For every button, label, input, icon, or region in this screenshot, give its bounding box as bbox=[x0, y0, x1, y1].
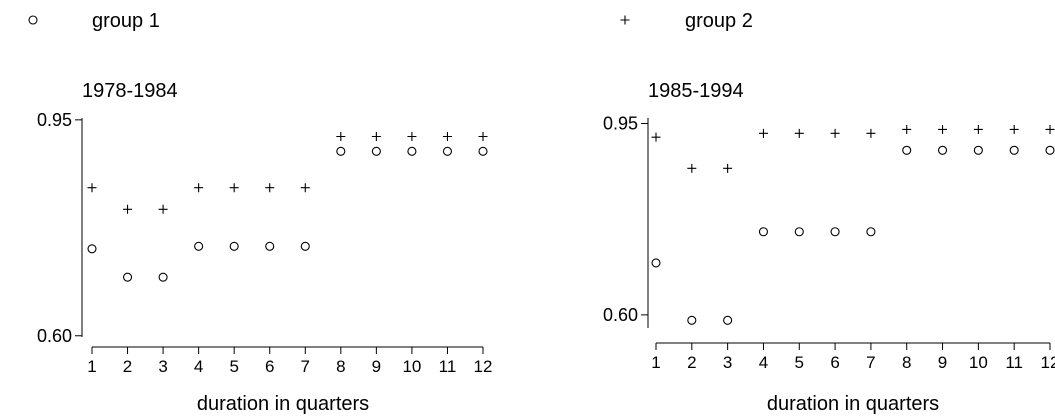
chart-panel-1978-1984: 1978-1984 0.600.95 1 2 3 4 5 6 7 8 9 10 11 12 durat… bbox=[37, 80, 493, 415]
x-ticks: 1 2 3 4 5 6 7 8 9 10 11 12 bbox=[87, 347, 492, 376]
point-group-2 bbox=[938, 124, 948, 134]
y-tick-label: 0.60 bbox=[37, 326, 72, 346]
point-group-2 bbox=[723, 163, 733, 173]
x-tick-label: 8 bbox=[336, 357, 345, 376]
panel-title: 1978-1984 bbox=[82, 80, 178, 102]
point-group-1 bbox=[265, 241, 275, 251]
point-group-1 bbox=[830, 227, 840, 237]
point-group-2 bbox=[229, 183, 239, 193]
x-tick-label: 4 bbox=[194, 357, 203, 376]
point-group-2 bbox=[902, 124, 912, 134]
plus-icon bbox=[620, 15, 630, 25]
x-tick-label: 4 bbox=[759, 353, 768, 372]
y-tick-label: 0.95 bbox=[37, 110, 72, 130]
legend: group 1 group 2 bbox=[28, 10, 753, 32]
point-group-1 bbox=[866, 227, 876, 237]
x-tick-label: 5 bbox=[795, 353, 804, 372]
y-tick-label: 0.95 bbox=[603, 113, 638, 133]
legend-label: group 2 bbox=[685, 10, 753, 32]
x-tick-label: 11 bbox=[439, 357, 457, 376]
x-tick-label: 12 bbox=[1041, 353, 1055, 372]
point-group-2 bbox=[194, 183, 204, 193]
circle-icon bbox=[28, 15, 38, 25]
point-group-1 bbox=[723, 315, 733, 325]
x-axis-label: duration in quarters bbox=[197, 393, 369, 415]
x-tick-label: 7 bbox=[866, 353, 875, 372]
point-group-2 bbox=[407, 132, 417, 142]
point-group-1 bbox=[794, 227, 804, 237]
point-group-1 bbox=[1009, 145, 1019, 155]
x-tick-label: 12 bbox=[474, 357, 493, 376]
x-tick-label: 2 bbox=[687, 353, 696, 372]
x-tick-label: 11 bbox=[1005, 353, 1023, 372]
x-tick-label: 3 bbox=[158, 357, 167, 376]
point-group-2 bbox=[442, 132, 452, 142]
x-tick-label: 9 bbox=[938, 353, 947, 372]
x-tick-label: 8 bbox=[902, 353, 911, 372]
x-ticks: 1 2 3 4 5 6 7 8 9 10 11 12 bbox=[651, 343, 1055, 372]
point-group-1 bbox=[758, 227, 769, 237]
point-group-1 bbox=[300, 241, 310, 251]
point-group-1 bbox=[407, 146, 417, 156]
point-group-2 bbox=[794, 128, 804, 138]
point-group-1 bbox=[478, 146, 488, 156]
y-tick-label: 0.60 bbox=[603, 305, 638, 325]
point-group-1 bbox=[687, 315, 697, 325]
point-group-1 bbox=[336, 146, 346, 156]
point-group-1 bbox=[442, 146, 453, 156]
y-ticks: 0.60 0.95 bbox=[37, 110, 82, 346]
point-group-2 bbox=[87, 183, 97, 193]
x-tick-label: 10 bbox=[969, 353, 988, 372]
x-tick-label: 7 bbox=[301, 357, 310, 376]
point-group-2 bbox=[478, 132, 488, 142]
point-group-1 bbox=[973, 145, 983, 155]
point-group-2 bbox=[371, 132, 381, 142]
point-group-2 bbox=[830, 128, 840, 138]
point-group-2 bbox=[866, 128, 876, 138]
x-tick-label: 1 bbox=[651, 353, 660, 372]
point-group-2 bbox=[1045, 124, 1055, 134]
point-group-2 bbox=[758, 128, 768, 138]
point-group-2 bbox=[973, 124, 983, 134]
point-group-2 bbox=[651, 132, 661, 142]
point-group-1 bbox=[122, 272, 133, 282]
point-group-1 bbox=[158, 272, 168, 282]
x-tick-label: 1 bbox=[87, 357, 96, 376]
point-group-2 bbox=[300, 183, 310, 193]
panel-title: 1985-1994 bbox=[648, 80, 744, 102]
legend-item-group-1: group 1 bbox=[28, 10, 160, 32]
point-group-1 bbox=[87, 244, 97, 254]
point-group-2 bbox=[158, 204, 168, 214]
chart-panel-1985-1994: 1985-1994 0.600.95 1 2 3 4 5 6 7 8 9 10 11 12 durat… bbox=[603, 80, 1055, 415]
x-tick-label: 10 bbox=[402, 357, 421, 376]
point-group-2 bbox=[687, 163, 697, 173]
legend-label: group 1 bbox=[92, 10, 160, 32]
x-tick-label: 6 bbox=[830, 353, 839, 372]
x-tick-label: 9 bbox=[372, 357, 381, 376]
y-ticks: 0.60 0.95 bbox=[603, 113, 648, 325]
point-group-1 bbox=[229, 241, 239, 251]
point-group-1 bbox=[371, 146, 381, 156]
point-group-1 bbox=[651, 258, 661, 268]
x-tick-label: 6 bbox=[265, 357, 274, 376]
data-points bbox=[87, 132, 488, 282]
x-tick-label: 5 bbox=[229, 357, 238, 376]
x-axis-label: duration in quarters bbox=[767, 393, 939, 415]
point-group-2 bbox=[336, 132, 346, 142]
x-tick-label: 3 bbox=[723, 353, 732, 372]
legend-item-group-2: group 2 bbox=[620, 10, 753, 32]
point-group-1 bbox=[902, 145, 912, 155]
point-group-2 bbox=[1009, 124, 1019, 134]
point-group-1 bbox=[1045, 145, 1055, 155]
x-tick-label: 2 bbox=[123, 357, 132, 376]
point-group-2 bbox=[123, 204, 133, 214]
point-group-2 bbox=[265, 183, 275, 193]
data-points bbox=[651, 124, 1055, 325]
point-group-1 bbox=[194, 241, 204, 251]
point-group-1 bbox=[937, 145, 948, 155]
